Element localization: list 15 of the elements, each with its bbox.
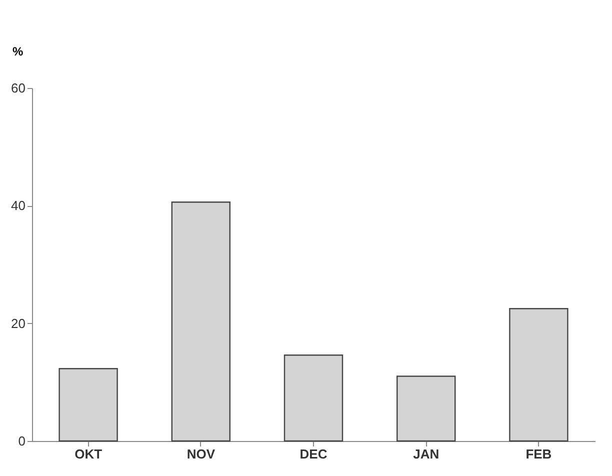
- x-tick-label: OKT: [74, 446, 102, 462]
- bar: [509, 308, 568, 442]
- y-tick-label: 0: [18, 434, 26, 448]
- y-axis-title: %: [12, 44, 24, 58]
- bar: [58, 368, 118, 442]
- y-tick-label: 60: [11, 80, 26, 96]
- bar: [396, 376, 456, 442]
- x-tick-label: FEB: [526, 446, 552, 462]
- bar: [284, 354, 344, 442]
- y-tick-label: 40: [11, 198, 26, 214]
- x-tick-label: NOV: [186, 446, 216, 462]
- x-tick-label: JAN: [413, 446, 440, 462]
- bar: [171, 202, 230, 442]
- x-tick-label: DEC: [300, 446, 328, 462]
- y-tick-label: 20: [11, 316, 26, 331]
